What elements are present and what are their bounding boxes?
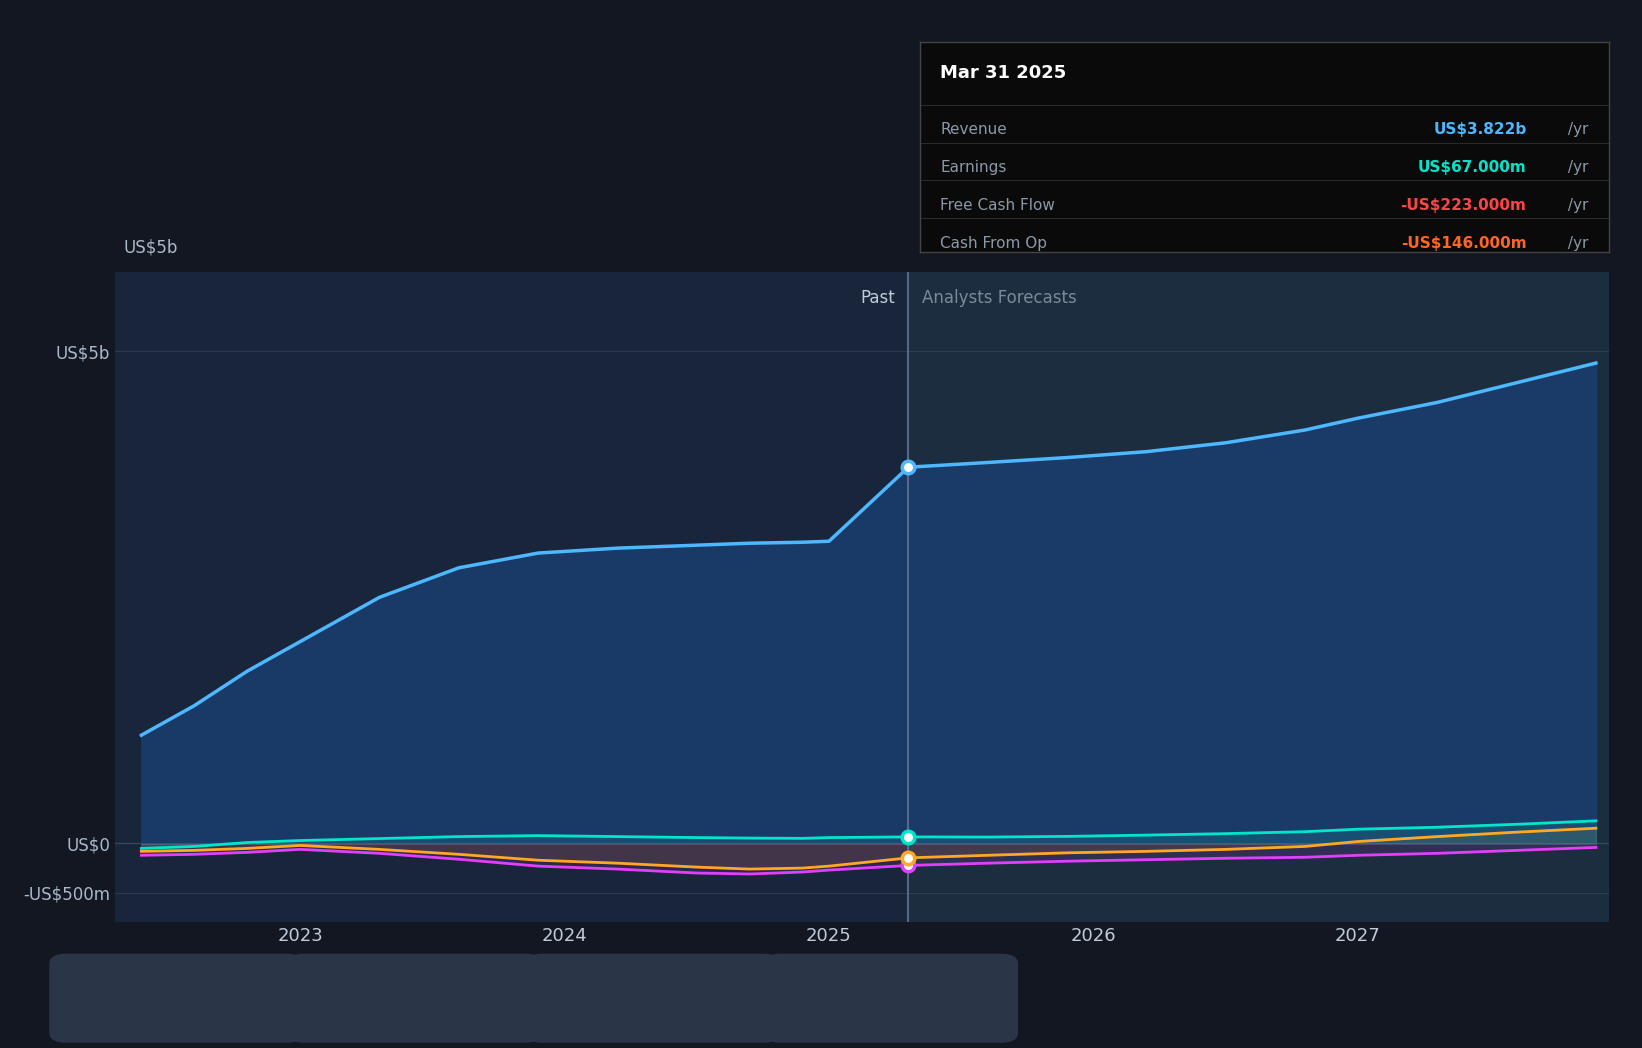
Text: Mar 31 2025: Mar 31 2025 [941,64,1066,83]
Text: ●: ● [565,990,578,1005]
Text: Earnings: Earnings [361,990,427,1005]
Text: Cash From Op: Cash From Op [837,990,944,1005]
Text: ●: ● [89,990,102,1005]
Text: US$3.822b: US$3.822b [1433,123,1527,137]
Text: Cash From Op: Cash From Op [941,236,1048,250]
Text: Past: Past [860,289,895,307]
Text: Revenue: Revenue [941,123,1007,137]
Text: Free Cash Flow: Free Cash Flow [599,990,714,1005]
Text: /yr: /yr [1563,123,1588,137]
Text: Revenue: Revenue [123,990,190,1005]
Bar [908,272,1642,922]
Text: Earnings: Earnings [941,160,1007,175]
Text: Free Cash Flow: Free Cash Flow [941,198,1056,213]
Text: US$67.000m: US$67.000m [1417,160,1527,175]
Text: Analysts Forecasts: Analysts Forecasts [921,289,1076,307]
Text: /yr: /yr [1563,160,1588,175]
Text: ●: ● [327,990,340,1005]
Text: -US$223.000m: -US$223.000m [1401,198,1527,213]
Text: ●: ● [803,990,816,1005]
Text: -US$146.000m: -US$146.000m [1401,236,1527,250]
Text: /yr: /yr [1563,198,1588,213]
Text: US$5b: US$5b [123,239,177,257]
Text: /yr: /yr [1563,236,1588,250]
